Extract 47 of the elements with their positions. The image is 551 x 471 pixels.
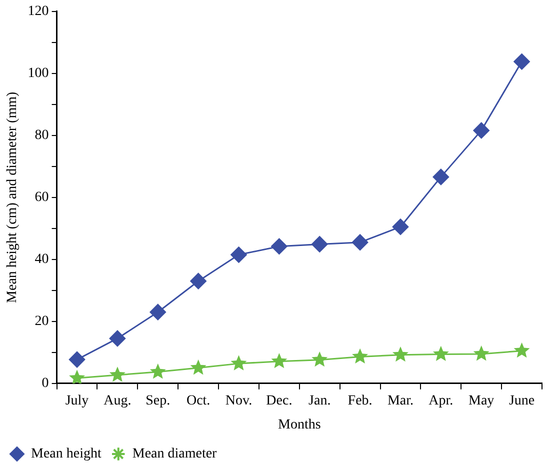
point [150, 304, 166, 320]
point [190, 273, 206, 290]
point [352, 348, 368, 364]
point [392, 346, 408, 362]
point [109, 366, 126, 382]
point [432, 168, 449, 185]
x-tick-label: Jan. [308, 393, 331, 408]
y-axis-title: Mean height (cm) and diameter (mm) [5, 92, 20, 303]
point [271, 238, 288, 254]
legend-label: Mean diameter [132, 446, 218, 462]
x-tick-label: Dec. [266, 393, 292, 408]
point [150, 364, 166, 379]
point [312, 236, 328, 252]
point [352, 234, 368, 250]
point [271, 352, 288, 368]
point [392, 218, 408, 235]
x-axis-title: Months [278, 417, 321, 432]
x-tick-label: Aug. [104, 393, 132, 408]
y-tick-label: 120 [28, 4, 49, 20]
y-tick-label: 60 [34, 190, 49, 206]
x-tick-label: Sep. [146, 393, 170, 408]
y-tick-label: 40 [34, 252, 49, 268]
point [514, 342, 530, 358]
point [230, 246, 247, 263]
point [473, 122, 490, 138]
point [230, 355, 247, 370]
point [473, 346, 490, 361]
y-tick-label: 20 [34, 314, 49, 330]
point [69, 352, 86, 368]
y-tick-label: 100 [28, 66, 49, 82]
point [69, 370, 86, 384]
point [190, 360, 206, 375]
x-tick-label: Mar. [387, 393, 414, 408]
x-tick-label: June [508, 393, 535, 408]
point [514, 54, 530, 70]
legend-label: Mean height [31, 446, 102, 462]
x-tick-label: Feb. [348, 393, 372, 408]
point [109, 330, 126, 346]
x-tick-label: Apr. [428, 393, 454, 408]
x-tick-label: Oct. [186, 393, 210, 408]
point [312, 351, 328, 367]
x-tick-label: May [468, 393, 494, 408]
point [432, 346, 449, 362]
y-tick-label: 0 [42, 376, 49, 392]
x-tick-label: Nov. [225, 393, 252, 408]
x-tick-label: July [65, 393, 89, 408]
y-tick-label: 80 [34, 128, 49, 144]
